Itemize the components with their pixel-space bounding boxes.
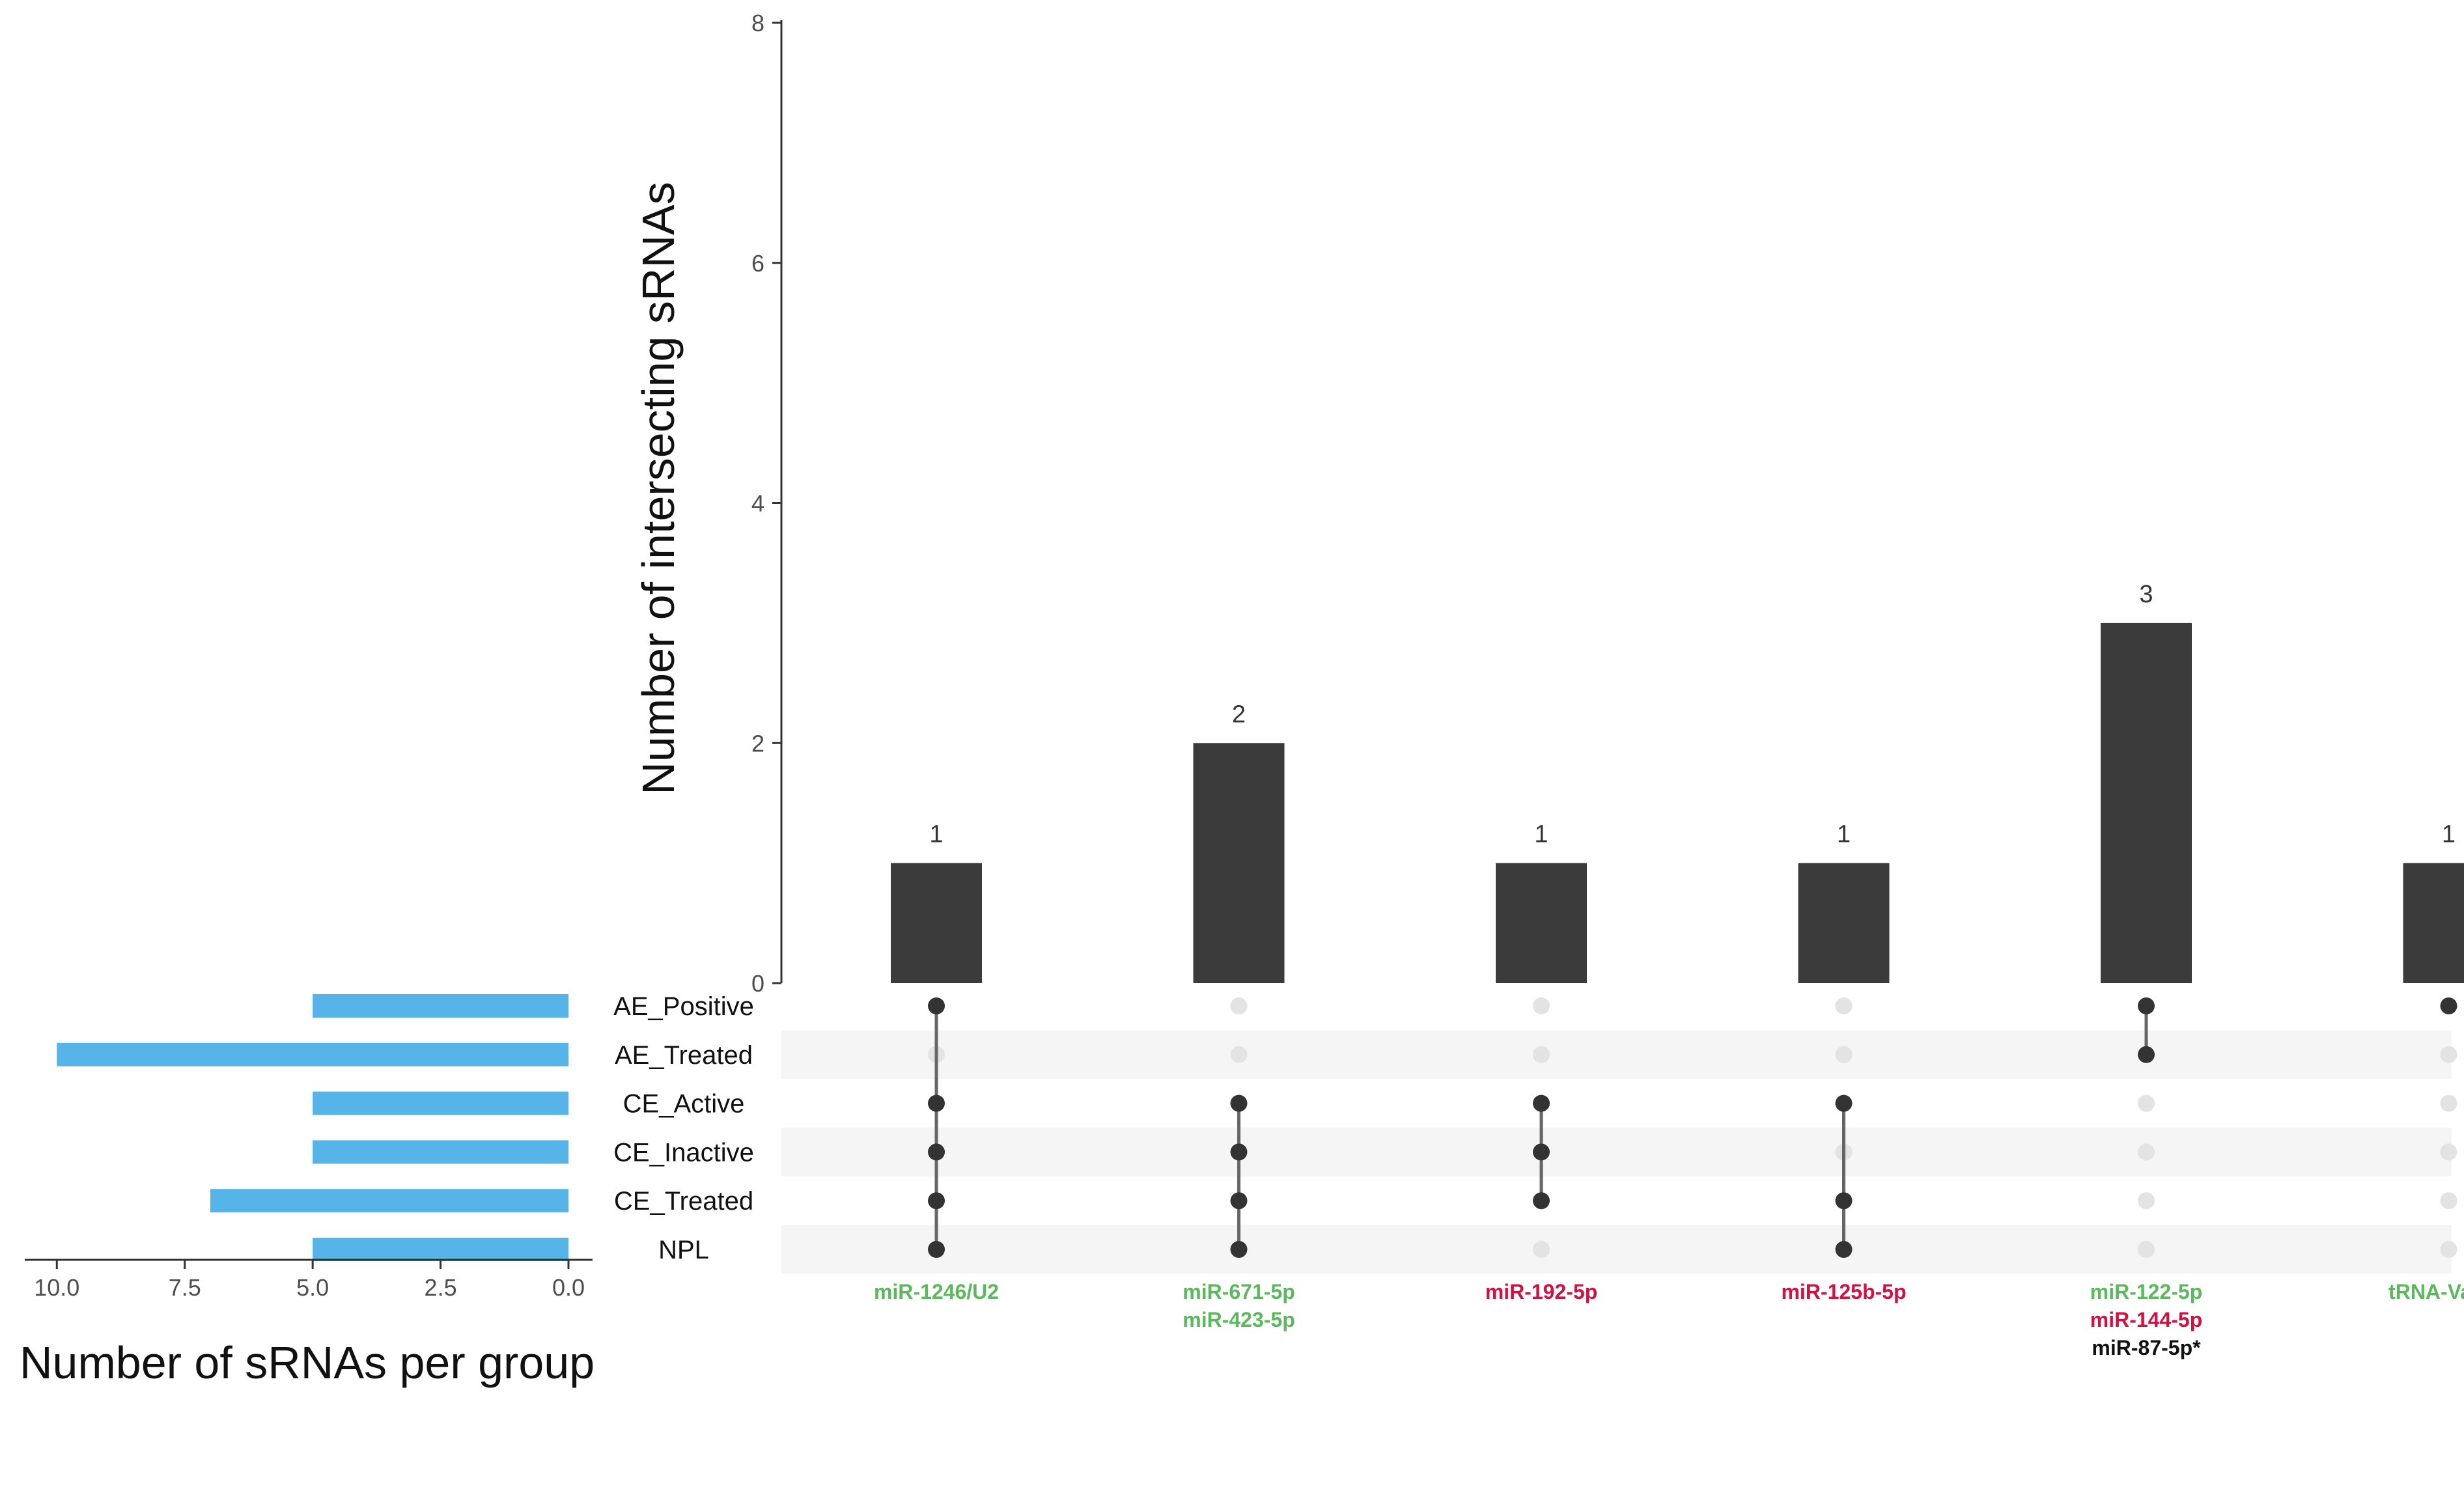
set-size-bar [313,1091,568,1115]
matrix-dot-active [1533,1143,1550,1161]
intersection-member-labels: miR-1246/U2 miR-671-5p miR-423-5p miR-192-5… [874,1280,2464,1359]
matrix-stripes [781,1030,2452,1274]
matrix-dot-active [2138,1046,2155,1063]
intersection-bars: 1211317121 [891,581,2464,983]
matrix-dot-inactive [2440,1094,2457,1112]
matrix-dot-inactive [1835,1046,1853,1063]
bar-value-label: 1 [2442,821,2456,848]
matrix-dot-inactive [2440,1192,2457,1210]
bar-value-label: 3 [2139,581,2153,608]
matrix-row-stripe [781,1030,2452,1079]
intersection-bar [1496,863,1587,983]
y-tick-label: 8 [751,10,764,36]
matrix-row-stripe [781,1225,2452,1274]
matrix-dot-inactive [1835,997,1853,1014]
y-tick-label: 4 [751,490,764,517]
set-size-bar [57,1042,569,1066]
set-label: AE_Treated [615,1041,753,1070]
matrix-dot-inactive [1230,1046,1248,1063]
set-size-bars: AE_Positive AE_Treated CE_Active CE_Inactiv… [57,992,754,1264]
y-tick-label: 6 [751,250,764,277]
intersection-bar [2403,863,2464,983]
matrix-dot-active [1533,1192,1550,1210]
set-size-tick-label: 7.5 [169,1274,201,1301]
matrix-dot-inactive [1533,1046,1550,1063]
set-size-bar [313,1140,568,1164]
set-size-tick-label: 0.0 [552,1274,585,1301]
matrix-dot-active [2440,997,2457,1014]
set-size-bar [210,1189,568,1213]
set-size-bar [313,1238,568,1261]
matrix-dot-inactive [2138,1094,2155,1112]
intersection-bar [1193,743,1285,983]
set-size-tick-label: 2.5 [425,1274,457,1301]
intersection-bar [2101,622,2192,983]
intersection-y-axis: 0 2 4 6 8 [751,10,783,997]
matrix-dot-inactive [2440,1143,2457,1161]
srna-label: miR-423-5p [1183,1308,1295,1331]
matrix-dot-inactive [2138,1143,2155,1161]
matrix-dot-inactive [2138,1192,2155,1210]
srna-label: miR-1246/U2 [874,1280,999,1303]
matrix-dot-active [928,1143,945,1161]
intersection-bar [891,863,982,983]
srna-label: miR-87-5p* [2092,1336,2201,1359]
srna-label: miR-125b-5p [1781,1280,1906,1303]
matrix-dot-active [1230,1143,1248,1161]
srna-label: miR-122-5p [2090,1280,2203,1303]
set-label: AE_Positive [613,992,754,1021]
matrix-dot-inactive [2440,1241,2457,1258]
set-size-bar [313,994,568,1018]
matrix-row-stripe [781,1128,2452,1176]
matrix-dot-active [928,997,945,1014]
matrix-dot-active [1835,1094,1853,1112]
set-size-x-axis: 10.0 7.5 5.0 2.5 0.0 [25,1259,593,1301]
bar-value-label: 1 [1837,821,1851,848]
matrix-dot-inactive [1533,1241,1550,1258]
set-label: NPL [658,1236,709,1264]
matrix-dot-active [1835,1192,1853,1210]
matrix-dot-active [928,1094,945,1112]
membership-matrix [928,997,2457,1258]
bar-value-label: 1 [1534,821,1548,848]
y-tick-label: 0 [751,970,764,997]
matrix-dot-inactive [1533,997,1550,1014]
set-size-tick-label: 10.0 [34,1274,79,1301]
srna-label: tRNA-Val-5p [2388,1280,2464,1303]
intersection-bar [1798,863,1890,983]
matrix-dot-inactive [2440,1046,2457,1063]
srna-label: miR-144-5p [2090,1308,2203,1331]
matrix-dot-active [1230,1241,1248,1258]
matrix-dot-inactive [1230,997,1248,1014]
srna-label: miR-671-5p [1183,1280,1295,1303]
srna-label: miR-192-5p [1485,1280,1598,1303]
matrix-dot-active [928,1241,945,1258]
matrix-dot-active [1533,1094,1550,1112]
bar-value-label: 1 [929,821,943,848]
set-label: CE_Active [623,1090,745,1119]
matrix-dot-active [1230,1094,1248,1112]
matrix-dot-inactive [2138,1241,2155,1258]
matrix-dot-active [928,1192,945,1210]
bar-value-label: 2 [1232,701,1246,728]
matrix-dot-active [1835,1241,1853,1258]
set-label: CE_Inactive [613,1138,754,1167]
matrix-dot-active [2138,997,2155,1014]
y-tick-label: 2 [751,730,764,757]
y-axis-title: Number of intersecting sRNAs [633,182,684,794]
set-size-tick-label: 5.0 [296,1274,329,1301]
set-label: CE_Treated [614,1187,753,1216]
set-size-axis-title: Number of sRNAs per group [20,1337,595,1388]
matrix-dot-active [1230,1192,1248,1210]
